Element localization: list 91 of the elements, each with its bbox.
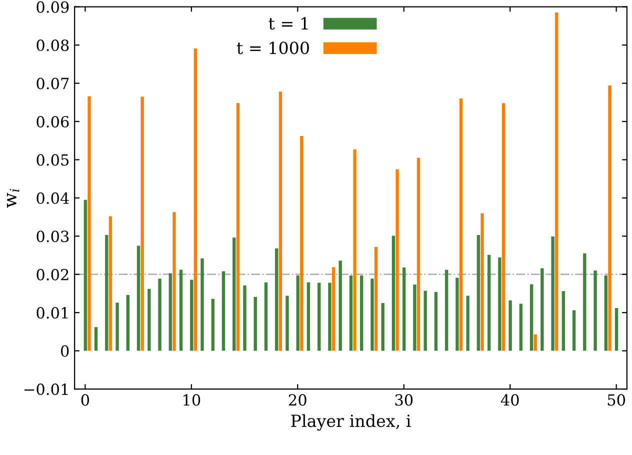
bar [194,48,198,351]
bar [374,246,378,351]
y-tick-label: 0.07 [36,78,69,90]
bar [353,149,356,351]
bar [243,285,246,351]
bar [530,284,534,351]
bar [416,158,420,351]
bar [332,267,336,351]
bar [179,270,183,351]
x-tick-label: 50 [608,394,626,406]
x-tick-label: 0 [81,394,90,406]
bar [424,290,427,351]
bar [140,96,144,351]
bar [116,302,119,351]
bar [608,86,612,351]
bar [396,169,399,351]
legend-label: t = 1 [268,17,308,30]
bar [498,258,502,351]
y-tick-label: 0.04 [36,192,69,204]
bar [236,103,240,351]
bar [444,270,448,351]
bar [572,310,576,351]
bar [583,253,586,351]
bar [278,92,282,351]
y-tick-label: 0.01 [36,307,68,319]
bar [349,276,353,351]
x-tick-label: 20 [288,394,306,406]
x-axis-title: Player index, i [291,414,411,431]
bar [338,260,342,351]
bar [534,334,537,351]
y-tick-label: 0.09 [36,1,69,13]
y-tick-label: −0.01 [24,383,68,396]
bar [604,276,608,351]
bar [148,288,151,351]
bar [126,295,130,351]
bar [555,12,558,351]
bar [84,200,88,351]
bar [402,267,406,351]
bar [108,216,112,351]
bar [480,213,484,351]
bar [476,235,480,351]
y-axis-title: w$_{i}$ [6,189,20,208]
bar [306,282,310,351]
bar [275,248,278,351]
bar [508,300,512,351]
bar [264,282,268,351]
bar [519,304,523,351]
bar [370,278,374,351]
bar [136,246,140,351]
bar [158,278,162,351]
bar [300,136,304,351]
bar [190,280,194,351]
bar [413,284,416,351]
bar [456,278,459,351]
y-tick-label: 0.02 [36,268,68,280]
bar [540,268,544,351]
bar [551,236,554,351]
y-tick-label: 0.06 [36,116,69,128]
bar [562,291,566,351]
y-tick-label: 0.05 [36,154,69,166]
bar [328,282,332,351]
y-tick-label: 0.03 [36,230,69,242]
bar [614,308,618,351]
bar [360,276,364,351]
bar [459,98,463,351]
bar [434,292,438,351]
bar [88,96,91,351]
bar [105,235,108,351]
bar [232,238,236,351]
x-tick-label: 40 [500,394,519,406]
y-tick-label: 0.08 [36,40,69,52]
bar [381,303,384,351]
bar [222,271,226,351]
bar [502,103,506,351]
legend-label: t = 1000 [236,42,309,54]
bar [296,276,300,351]
bar [318,282,321,351]
bar [211,298,214,351]
x-tick-label: 10 [184,394,200,406]
bar [466,296,470,351]
bar [487,254,491,351]
bar [392,236,396,351]
x-tick-label: 30 [395,394,413,406]
bar [172,212,176,351]
bar [254,296,257,351]
bar [94,327,98,351]
bar [200,258,204,351]
bar [594,270,597,351]
bar [168,273,172,351]
bar [286,296,289,351]
y-tick-label: 0 [61,345,69,357]
